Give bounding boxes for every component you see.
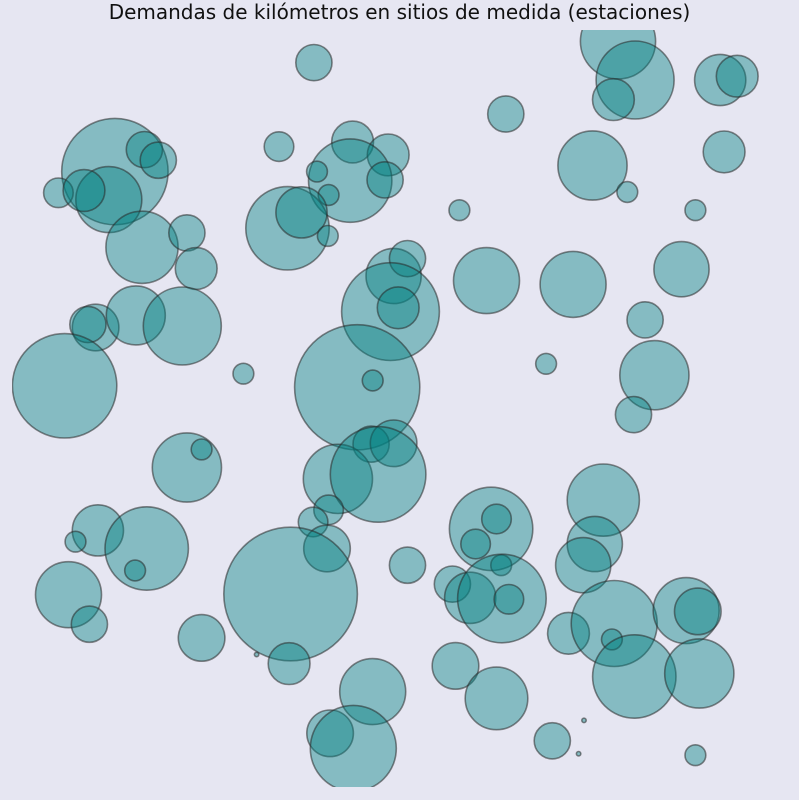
bubble-point-34: [263, 131, 295, 163]
bubble-point-87: [267, 641, 311, 686]
bubble-point-94: [533, 721, 572, 760]
bubble-point-51: [190, 438, 213, 461]
bubble-layer: [12, 30, 759, 787]
bubble-point-73: [566, 515, 624, 573]
bubble-point-54: [302, 443, 374, 515]
bubble-point-7: [684, 199, 707, 222]
bubble-point-0: [294, 43, 333, 82]
bubble-point-64: [70, 605, 109, 644]
bubble-point-36: [366, 133, 410, 177]
bubble-point-11: [653, 240, 710, 298]
bubble-point-55: [329, 425, 427, 524]
bubble-point-49: [361, 369, 384, 392]
bubble-point-83: [673, 587, 722, 636]
bubble-point-47: [376, 286, 420, 330]
bubble-point-15: [626, 300, 665, 339]
bubble-point-31: [142, 286, 223, 366]
bubble-point-80: [570, 579, 659, 668]
bubble-point-93: [580, 717, 587, 724]
bubble-point-50: [151, 432, 223, 503]
bubble-point-41: [245, 185, 331, 271]
chart-title: Demandas de kilómetros en sitios de medi…: [108, 0, 691, 24]
bubble-point-84: [591, 633, 677, 719]
bubble-point-82: [652, 576, 721, 645]
bubble-point-79: [546, 611, 591, 655]
bubble-point-60: [64, 530, 87, 553]
bubble-point-6: [702, 130, 746, 174]
bubble-point-8: [486, 95, 525, 133]
bubble-point-3: [591, 77, 636, 122]
bubble-point-62: [123, 559, 147, 582]
bubble-point-65: [223, 526, 359, 662]
bubble-point-66: [177, 613, 226, 663]
bubble-point-85: [663, 638, 735, 709]
bubble-point-53: [369, 419, 418, 468]
bubble-point-68: [448, 486, 534, 572]
bubble-point-43: [316, 224, 339, 248]
bubble-point-29: [69, 305, 107, 344]
bubble-point-33: [232, 362, 255, 385]
bubble-point-25: [105, 210, 179, 285]
bubble-point-45: [388, 239, 427, 278]
bubble-point-2: [595, 40, 675, 120]
bubble-point-24: [62, 168, 106, 213]
bubble-point-61: [104, 505, 190, 591]
bubble-point-58: [302, 524, 352, 573]
bubble-point-76: [443, 571, 497, 625]
bubble-point-86: [253, 651, 260, 658]
bubble-point-22: [139, 141, 178, 180]
bubble-point-91: [306, 709, 355, 758]
bubble-point-13: [452, 246, 521, 315]
bubble-point-18: [534, 352, 558, 375]
bubble-point-92: [309, 704, 398, 787]
bubble-point-30: [105, 285, 167, 346]
bubble-point-5: [715, 54, 759, 98]
bubble-point-95: [575, 750, 582, 757]
bubble-point-96: [684, 743, 707, 767]
bubble-point-77: [456, 553, 548, 644]
bubble-point-26: [167, 213, 206, 252]
bubble-point-70: [460, 528, 492, 560]
bubble-point-27: [174, 246, 218, 291]
bubble-point-17: [614, 395, 653, 434]
bubble-point-35: [330, 120, 375, 164]
bubble-point-28: [71, 303, 120, 352]
bubble-point-75: [433, 565, 472, 604]
bubble-point-16: [619, 339, 690, 411]
bubble-point-63: [34, 560, 103, 629]
bubble-point-69: [480, 503, 513, 535]
bubble-point-38: [305, 160, 329, 183]
bubble-point-14: [539, 250, 607, 319]
bubble-point-89: [431, 641, 480, 691]
bubble-point-9: [557, 130, 628, 201]
bubble-point-67: [388, 546, 427, 585]
bubble-point-4: [693, 53, 747, 107]
bubble-point-32: [12, 332, 118, 439]
bubble-point-78: [493, 583, 525, 615]
bubble-point-39: [366, 160, 405, 199]
bubble-point-46: [340, 261, 441, 362]
bubble-point-37: [307, 138, 393, 224]
bubble-point-10: [616, 180, 639, 204]
bubble-point-88: [338, 657, 407, 726]
bubble-point-90: [464, 666, 529, 731]
bubble-point-42: [275, 185, 328, 239]
bubble-point-12: [448, 199, 471, 222]
